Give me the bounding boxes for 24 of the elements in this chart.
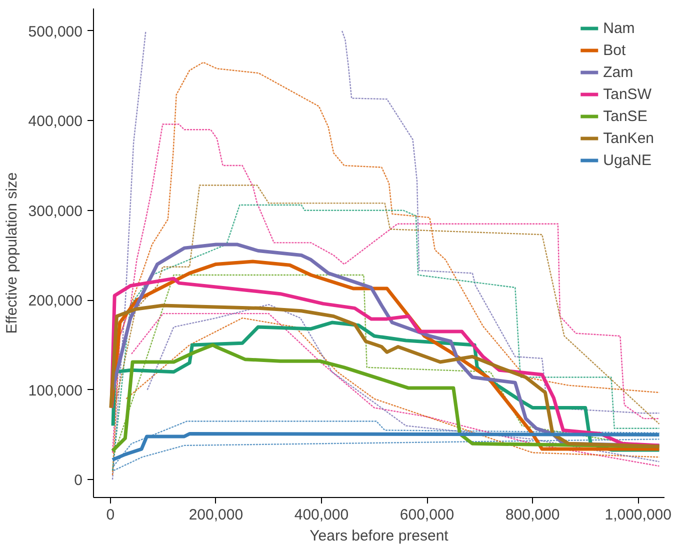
y-tick-label: 500,000 bbox=[28, 23, 83, 40]
legend-label: TanKen bbox=[603, 130, 654, 146]
line-series bbox=[112, 204, 660, 472]
line-series bbox=[112, 438, 660, 472]
x-axis-title: Years before present bbox=[310, 528, 450, 544]
legend-label: Zam bbox=[603, 64, 634, 80]
y-axis-title: Effective population size bbox=[3, 172, 20, 334]
legend-label: Bot bbox=[603, 42, 626, 58]
y-tick-label: 300,000 bbox=[28, 202, 83, 220]
x-tick-label: 800,000 bbox=[505, 506, 560, 524]
legend-label: TanSE bbox=[603, 108, 648, 124]
y-tick-label: 100,000 bbox=[28, 382, 83, 400]
y-tick-label: 0 bbox=[74, 472, 82, 490]
x-tick-label: 1,000,000 bbox=[604, 506, 672, 524]
y-tick-label: 200,000 bbox=[28, 292, 83, 310]
legend-label: Nam bbox=[603, 20, 635, 36]
line-series bbox=[112, 124, 660, 454]
legend-label: UgaNE bbox=[603, 152, 652, 168]
x-tick-label: 200,000 bbox=[188, 506, 244, 524]
y-tick-label: 400,000 bbox=[28, 113, 83, 130]
x-tick-label: 0 bbox=[106, 506, 115, 524]
legend-label: TanSW bbox=[603, 86, 652, 102]
x-tick-label: 400,000 bbox=[294, 506, 349, 524]
x-tick-label: 600,000 bbox=[400, 506, 454, 524]
